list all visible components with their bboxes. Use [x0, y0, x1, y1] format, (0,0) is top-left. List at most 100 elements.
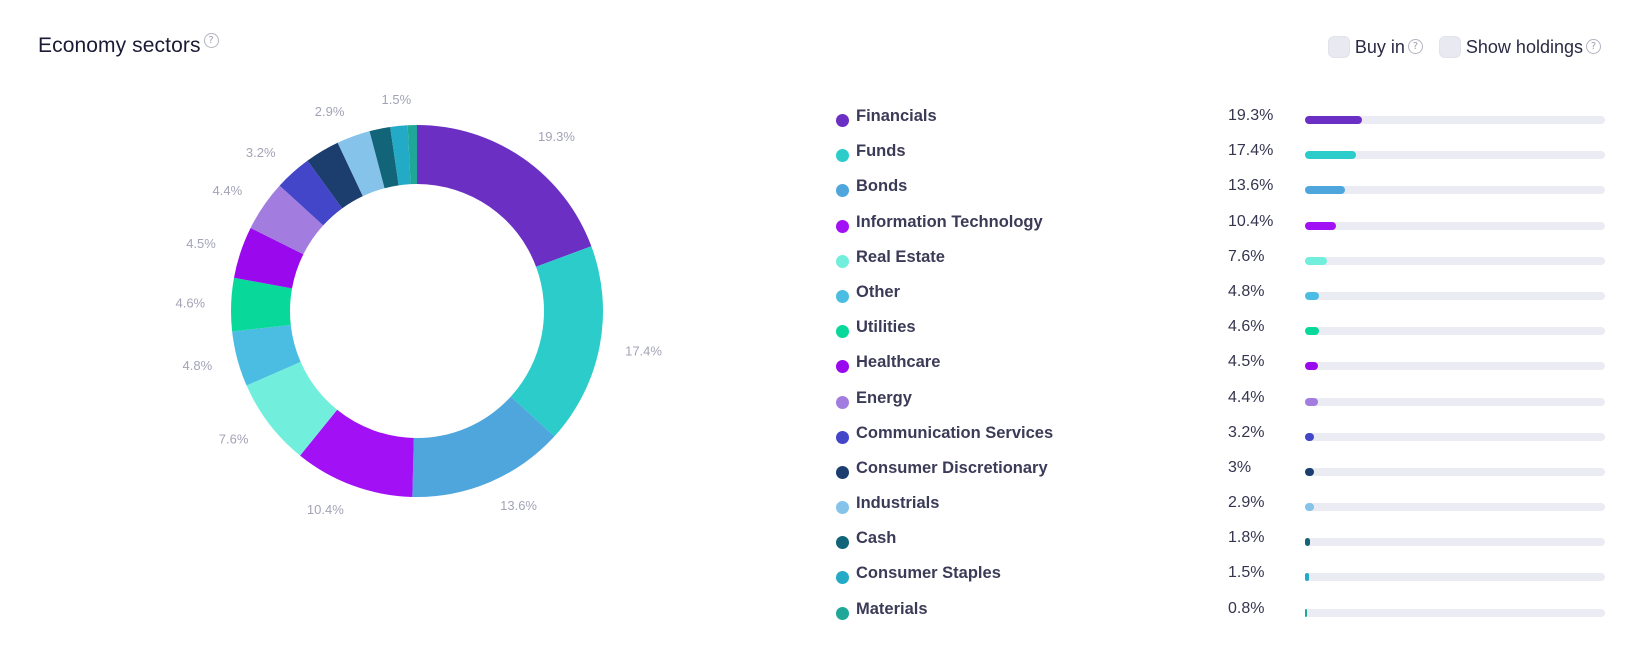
legend-row-consumer-staples[interactable]: Consumer Staples 1.5%: [836, 561, 1606, 596]
progress-track: [1305, 608, 1605, 617]
legend-row-communication-services[interactable]: Communication Services 3.2%: [836, 421, 1606, 456]
header-controls: Buy in ? Show holdings ?: [1312, 36, 1601, 58]
legend-label: Bonds: [856, 177, 908, 196]
legend-row-cash[interactable]: Cash 1.8%: [836, 526, 1606, 561]
legend-value: 10.4%: [1228, 212, 1274, 230]
slice-financials[interactable]: [417, 125, 592, 267]
legend-label: Consumer Staples: [856, 564, 1001, 583]
legend-row-materials[interactable]: Materials 0.8%: [836, 597, 1606, 632]
legend-row-other[interactable]: Other 4.8%: [836, 280, 1606, 315]
legend-dot-icon: [836, 606, 849, 620]
legend-value: 3.2%: [1228, 423, 1265, 441]
progress-track: [1305, 538, 1605, 547]
legend-row-financials[interactable]: Financials 19.3%: [836, 104, 1606, 139]
progress-track: [1305, 116, 1605, 124]
legend-value: 4.4%: [1228, 388, 1265, 406]
legend-dot-icon: [836, 430, 849, 444]
legend-row-energy[interactable]: Energy 4.4%: [836, 386, 1606, 421]
slice-bonds[interactable]: [412, 396, 555, 497]
legend-value: 3%: [1228, 458, 1252, 476]
progress-fill: [1305, 467, 1314, 476]
progress-fill: [1305, 221, 1336, 230]
legend-row-healthcare[interactable]: Healthcare 4.5%: [836, 350, 1606, 385]
progress-fill: [1305, 362, 1319, 371]
help-icon[interactable]: ?: [203, 33, 219, 48]
legend-value: 4.5%: [1228, 353, 1265, 371]
progress-track: [1305, 432, 1605, 441]
legend-value: 17.4%: [1228, 142, 1274, 160]
slice-real-estate[interactable]: [246, 361, 338, 456]
legend-value: 7.6%: [1228, 247, 1265, 265]
slice-utilities[interactable]: [231, 277, 293, 332]
donut-chart: 19.3% 17.4% 13.6% 10.4% 7.6% 4.8% 4.6% 4.5% 4.4%…: [175, 92, 662, 517]
slice-funds[interactable]: [510, 246, 604, 437]
progress-fill: [1305, 397, 1318, 406]
legend-label: Energy: [856, 388, 912, 407]
progress-track: [1305, 397, 1605, 406]
progress-fill: [1305, 573, 1310, 582]
legend-row-industrials[interactable]: Industrials 2.9%: [836, 491, 1606, 526]
legend-label: Consumer Discretionary: [856, 458, 1048, 477]
legend-label: Financials: [856, 107, 937, 125]
progress-track: [1305, 327, 1605, 336]
legend-row-funds[interactable]: Funds 17.4%: [836, 139, 1606, 174]
legend-row-information-technology[interactable]: Information Technology 10.4%: [836, 210, 1606, 245]
progress-track: [1305, 221, 1605, 230]
legend-dot-icon: [836, 114, 849, 127]
slice-label-communication-services: 3.2%: [246, 145, 276, 160]
legend-row-utilities[interactable]: Utilities 4.6%: [836, 315, 1606, 350]
progress-fill: [1305, 186, 1346, 195]
buy-in-checkbox[interactable]: [1327, 36, 1350, 58]
show-holdings-checkbox[interactable]: [1438, 36, 1461, 58]
slice-communication-services[interactable]: [279, 160, 343, 226]
legend-label: Utilities: [856, 318, 916, 337]
slice-energy[interactable]: [250, 185, 324, 255]
legend-label: Information Technology: [856, 212, 1043, 231]
slice-information-technology[interactable]: [300, 409, 414, 497]
legend-label: Healthcare: [856, 353, 941, 372]
legend-value: 13.6%: [1228, 177, 1274, 195]
slice-label-real-estate: 7.6%: [219, 432, 249, 447]
show-holdings-help-icon[interactable]: ?: [1586, 38, 1601, 54]
legend-label: Materials: [856, 599, 928, 618]
slice-cash[interactable]: [369, 126, 399, 189]
legend-dot-icon: [836, 289, 849, 303]
slice-label-bonds: 13.6%: [500, 498, 537, 513]
legend-dot-icon: [836, 465, 849, 479]
legend-dot-icon: [836, 149, 849, 163]
buy-in-label: Buy in: [1354, 36, 1405, 57]
legend-value: 19.3%: [1228, 107, 1274, 124]
page-title-text: Economy sectors: [38, 34, 201, 57]
progress-fill: [1305, 608, 1308, 617]
legend-label: Real Estate: [856, 247, 945, 266]
slice-label-funds: 17.4%: [625, 343, 662, 358]
slice-other[interactable]: [232, 324, 301, 386]
progress-track: [1305, 256, 1605, 265]
legend-label: Funds: [856, 142, 906, 161]
sector-legend: Financials 19.3% Funds 17.4% Bonds 13.6% Infor…: [836, 104, 1606, 632]
buy-in-toggle[interactable]: Buy in ?: [1327, 36, 1423, 58]
legend-value: 1.8%: [1228, 529, 1265, 547]
legend-row-bonds[interactable]: Bonds 13.6%: [836, 174, 1606, 209]
show-holdings-toggle[interactable]: Show holdings ?: [1438, 36, 1601, 58]
progress-fill: [1305, 432, 1315, 441]
buy-in-help-icon[interactable]: ?: [1407, 38, 1423, 54]
legend-value: 2.9%: [1228, 494, 1265, 512]
progress-fill: [1305, 256, 1328, 265]
slice-label-financials: 19.3%: [538, 129, 575, 144]
slice-consumer-staples[interactable]: [390, 125, 411, 186]
slice-materials[interactable]: [407, 125, 417, 185]
slice-consumer-discretionary[interactable]: [307, 142, 363, 209]
progress-fill: [1305, 116, 1362, 124]
slice-label-healthcare: 4.5%: [186, 236, 216, 251]
slice-label-other: 4.8%: [183, 358, 213, 373]
legend-row-consumer-discretionary[interactable]: Consumer Discretionary 3%: [836, 456, 1606, 491]
slice-label-information-technology: 10.4%: [307, 502, 344, 517]
slice-label-energy: 4.4%: [213, 183, 243, 198]
progress-track: [1305, 503, 1605, 512]
slice-healthcare[interactable]: [233, 227, 304, 289]
page-title: Economy sectors?: [38, 33, 219, 58]
legend-row-real-estate[interactable]: Real Estate 7.6%: [836, 245, 1606, 280]
slice-label-utilities: 4.6%: [175, 296, 205, 311]
slice-industrials[interactable]: [337, 131, 385, 197]
